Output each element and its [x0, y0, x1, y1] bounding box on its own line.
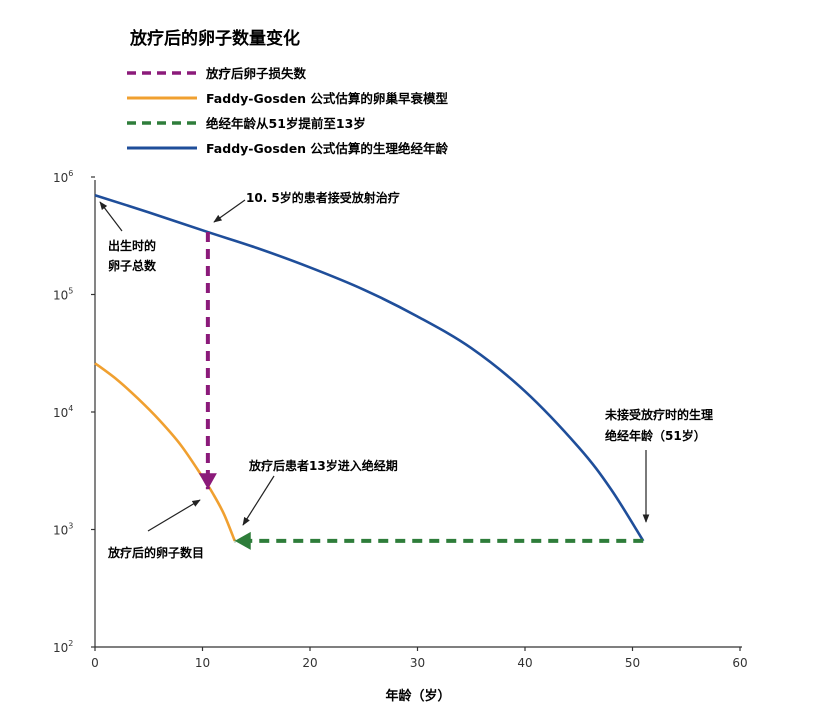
- legend-label-1: Faddy-Gosden 公式估算的卵巢早衰模型: [206, 91, 448, 106]
- x-tick-label-0: 0: [91, 656, 99, 670]
- x-tick-label-3: 30: [410, 656, 425, 670]
- y-tick-label-2: 104: [53, 404, 73, 420]
- annotation-birth-line-0: 出生时的: [108, 238, 156, 253]
- x-tick-label-1: 10: [195, 656, 210, 670]
- chart-title: 放疗后的卵子数量变化: [129, 28, 300, 49]
- annotation-post-menopause: 放疗后患者13岁进入绝经期: [248, 458, 398, 473]
- series-layer: [94, 193, 645, 550]
- annotations: 10. 5岁的患者接受放射治疗 出生时的 卵子总数 未接受放疗时的生理 绝经年龄…: [99, 190, 713, 560]
- annotation-oocyte-count: 放疗后的卵子数目: [107, 545, 204, 560]
- x-tick-label-2: 20: [302, 656, 317, 670]
- series-line-1: [94, 362, 236, 542]
- x-axis-label: 年龄（岁）: [385, 688, 450, 704]
- y-ticks: 102 103 104 105 106: [53, 169, 95, 655]
- x-ticks: 0 10 20 30 40 50 60: [91, 647, 748, 670]
- annotation-birth-line-1: 卵子总数: [108, 258, 157, 273]
- legend-label-0: 放疗后卵子损失数: [205, 66, 307, 81]
- legend-label-3: Faddy-Gosden 公式估算的生理绝经年龄: [206, 141, 448, 156]
- annotation-menopause-line-1: 绝经年龄（51岁）: [605, 428, 706, 443]
- arrow-birth: [99, 201, 123, 232]
- arrow-radiation: [213, 199, 246, 223]
- x-tick-label-5: 50: [625, 656, 640, 670]
- legend-label-2: 绝经年龄从51岁提前至13岁: [206, 116, 366, 131]
- series-arrowhead-2: [198, 473, 217, 490]
- x-tick-label-6: 60: [732, 656, 747, 670]
- arrow-oocyte-count: [147, 499, 201, 532]
- x-tick-label-4: 40: [517, 656, 532, 670]
- annotation-radiation: 10. 5岁的患者接受放射治疗: [246, 190, 400, 205]
- y-tick-label-4: 106: [53, 169, 73, 185]
- series-arrowhead-3: [234, 531, 251, 550]
- y-tick-label-1: 103: [53, 522, 73, 538]
- arrow-post-menopause: [242, 475, 275, 526]
- y-tick-label-0: 102: [53, 639, 73, 655]
- series-line-0: [94, 193, 645, 542]
- legend: 放疗后卵子损失数 Faddy-Gosden 公式估算的卵巢早衰模型 绝经年龄从5…: [127, 66, 448, 156]
- annotation-menopause-line-0: 未接受放疗时的生理: [604, 407, 713, 422]
- y-tick-label-3: 105: [53, 287, 73, 303]
